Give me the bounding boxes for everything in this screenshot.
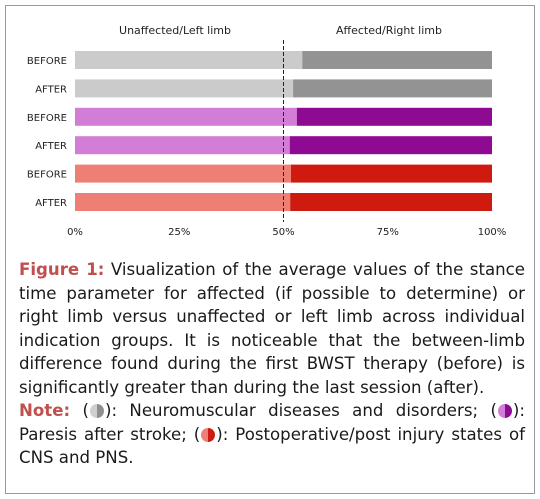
category-label: AFTER	[35, 141, 67, 152]
gray-group-icon	[89, 404, 104, 418]
note-text-3: ): Postoperative/post injury states of C…	[19, 424, 525, 468]
category-label: AFTER	[35, 198, 67, 209]
header-left-label: Unaffected/Left limb	[119, 24, 231, 37]
red-group-icon	[201, 427, 216, 442]
x-tick-label: 50%	[272, 227, 294, 238]
bar-left-limb	[75, 136, 290, 155]
figure-caption: Figure 1: Visualization of the average v…	[19, 258, 525, 470]
purple-group-icon	[497, 404, 512, 418]
note-open: (	[70, 401, 89, 420]
bar-left-limb	[75, 193, 291, 211]
x-tick-label: 100%	[478, 227, 507, 238]
category-label: BEFORE	[27, 56, 67, 67]
bar-right-limb	[291, 164, 492, 183]
note-text-2: ): Paresis after stroke; (	[19, 401, 525, 444]
bars-layer	[75, 51, 492, 211]
bar-right-limb	[302, 51, 492, 69]
category-label: BEFORE	[27, 113, 67, 124]
note-paragraph: Note: ( ): Neuromuscular diseases and dis…	[19, 399, 525, 470]
figure-label: Figure 1:	[19, 260, 105, 279]
bar-right-limb	[296, 107, 492, 126]
bar-right-limb	[293, 79, 492, 98]
category-label: BEFORE	[27, 170, 67, 181]
caption-paragraph: Figure 1: Visualization of the average v…	[19, 258, 525, 399]
bar-right-limb	[289, 136, 492, 155]
stance-time-chart: Unaffected/Left limb Affected/Right limb…	[27, 24, 506, 238]
note-text-1: ): Neuromuscular diseases and disorders;…	[104, 401, 497, 420]
category-label: AFTER	[35, 84, 67, 95]
bar-left-limb	[75, 79, 294, 98]
x-tick-label: 75%	[377, 227, 399, 238]
x-tick-label: 25%	[168, 227, 190, 238]
caption-text: Visualization of the average values of t…	[19, 260, 525, 397]
bar-left-limb	[75, 107, 297, 126]
category-labels: BEFORE AFTER BEFORE AFTER BEFORE AFTER	[27, 56, 67, 209]
note-label: Note:	[19, 401, 71, 420]
bar-right-limb	[290, 193, 492, 211]
bar-left-limb	[75, 164, 292, 183]
bar-left-limb	[75, 51, 303, 69]
x-tick-labels: 0% 25% 50% 75% 100%	[67, 227, 506, 238]
x-tick-label: 0%	[67, 227, 83, 238]
header-right-label: Affected/Right limb	[336, 24, 442, 37]
